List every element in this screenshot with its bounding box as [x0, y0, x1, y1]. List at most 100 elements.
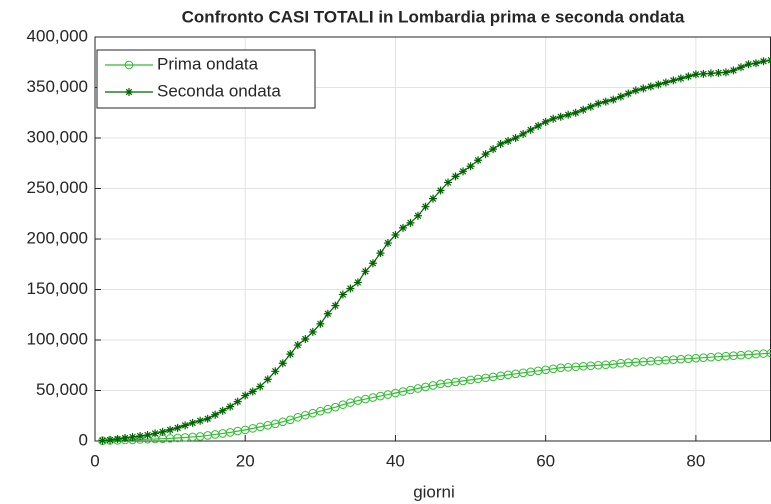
marker: [654, 80, 663, 89]
marker: [496, 140, 505, 149]
marker: [158, 427, 167, 436]
legend-label: Seconda ondata: [157, 81, 281, 100]
y-tick-label: 250,000: [27, 178, 88, 197]
marker: [684, 72, 693, 81]
marker: [376, 249, 385, 258]
marker: [323, 309, 332, 318]
marker: [263, 375, 272, 384]
marker: [556, 112, 565, 121]
x-tick-label: 40: [386, 451, 405, 470]
marker: [594, 99, 603, 108]
marker: [699, 69, 708, 78]
marker: [293, 341, 302, 350]
marker: [759, 57, 768, 66]
marker: [451, 172, 460, 181]
marker: [691, 70, 700, 79]
marker: [616, 92, 625, 101]
marker: [504, 137, 513, 146]
marker: [106, 435, 115, 444]
marker: [398, 223, 407, 232]
marker: [429, 194, 437, 203]
marker: [301, 334, 310, 343]
marker: [98, 436, 107, 445]
marker: [421, 202, 430, 211]
marker: [361, 267, 370, 276]
legend-marker: [125, 88, 133, 96]
marker: [136, 431, 145, 440]
marker: [316, 319, 325, 328]
marker: [466, 162, 475, 171]
y-tick-label: 300,000: [27, 127, 88, 146]
marker: [729, 66, 738, 75]
marker: [181, 421, 190, 430]
marker: [256, 382, 265, 391]
marker: [368, 259, 377, 268]
legend-box: [96, 49, 316, 109]
marker: [481, 150, 490, 159]
marker: [736, 63, 745, 72]
marker: [331, 301, 340, 310]
marker: [459, 167, 468, 176]
marker: [436, 186, 445, 195]
marker: [571, 108, 580, 117]
legend-label: Prima ondata: [157, 54, 259, 73]
marker: [564, 110, 573, 119]
marker: [706, 69, 715, 78]
marker: [128, 432, 137, 441]
marker: [744, 60, 753, 69]
marker: [639, 84, 648, 93]
marker: [413, 211, 422, 220]
marker: [549, 114, 558, 123]
marker: [278, 359, 287, 368]
chart-title: Confronto CASI TOTALI in Lombardia prima…: [182, 7, 685, 26]
marker: [383, 239, 392, 248]
y-tick-label: 150,000: [27, 279, 88, 298]
marker: [188, 418, 197, 427]
marker: [233, 397, 242, 406]
marker: [586, 102, 595, 111]
marker: [541, 117, 550, 126]
marker: [646, 82, 655, 91]
marker: [271, 367, 280, 376]
marker: [489, 145, 498, 154]
marker: [248, 387, 257, 396]
marker: [721, 68, 730, 77]
marker: [346, 284, 355, 293]
marker: [534, 121, 543, 130]
marker: [661, 78, 670, 87]
marker: [676, 74, 685, 83]
marker: [519, 129, 528, 138]
marker: [151, 429, 160, 438]
marker: [143, 430, 152, 439]
x-axis-label: giorni: [413, 482, 455, 501]
marker: [308, 327, 317, 336]
marker: [669, 76, 678, 85]
marker: [121, 433, 130, 442]
marker: [766, 348, 771, 358]
marker: [609, 95, 618, 104]
marker: [166, 425, 175, 434]
marker: [211, 410, 220, 419]
marker: [353, 278, 362, 287]
marker: [338, 290, 347, 299]
x-tick-label: 80: [686, 451, 705, 470]
marker: [714, 68, 723, 77]
y-tick-label: 400,000: [27, 26, 88, 45]
legend-marker: [124, 60, 134, 70]
marker: [444, 178, 453, 187]
marker: [218, 406, 227, 415]
x-tick-label: 0: [90, 451, 99, 470]
marker: [331, 402, 340, 412]
marker: [241, 391, 250, 400]
x-tick-label: 60: [536, 451, 555, 470]
marker: [226, 402, 235, 411]
marker: [173, 423, 182, 432]
y-tick-label: 100,000: [27, 329, 88, 348]
y-tick-label: 0: [79, 430, 88, 449]
marker: [579, 105, 588, 114]
marker: [286, 350, 295, 359]
marker: [511, 134, 520, 142]
x-tick-label: 20: [236, 451, 255, 470]
